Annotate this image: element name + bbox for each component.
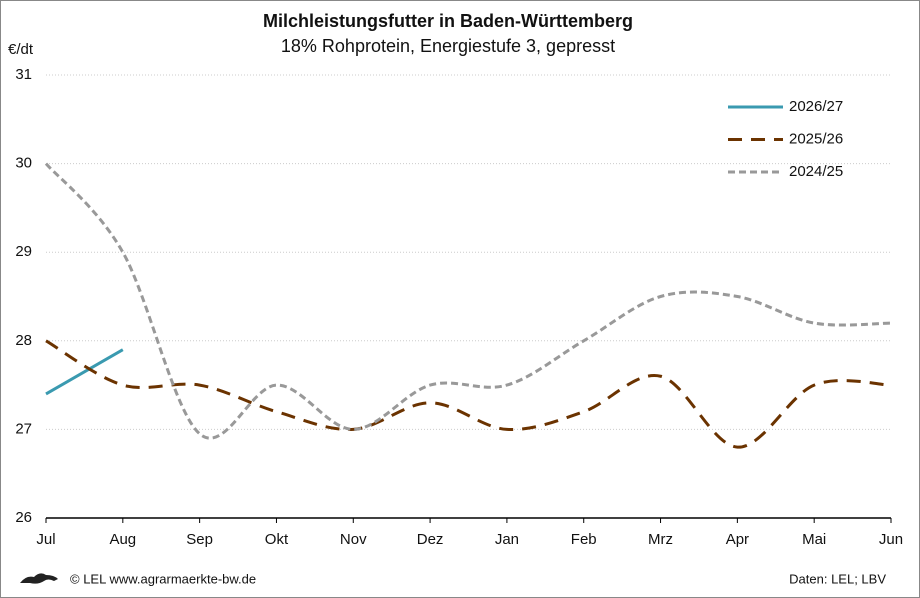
source-left: © LEL www.agrarmaerkte-bw.de bbox=[70, 571, 256, 586]
legend-label: 2024/25 bbox=[789, 163, 843, 180]
y-tick-label: 27 bbox=[15, 420, 32, 437]
y-tick-label: 29 bbox=[15, 243, 32, 260]
series-line bbox=[45, 339, 892, 449]
chart-subtitle: 18% Rohprotein, Energiestufe 3, gepresst bbox=[281, 36, 615, 56]
series-line bbox=[44, 162, 892, 440]
x-tick-label: Mrz bbox=[648, 531, 673, 548]
y-tick-label: 28 bbox=[15, 332, 32, 349]
series-line bbox=[45, 348, 124, 396]
source-right: Daten: LEL; LBV bbox=[789, 571, 886, 586]
x-tick-label: Aug bbox=[109, 531, 136, 548]
x-tick-label: Jan bbox=[495, 531, 519, 548]
x-tick-label: Mai bbox=[802, 531, 826, 548]
x-tick-label: Jun bbox=[879, 531, 903, 548]
x-tick-label: Jul bbox=[36, 531, 55, 548]
chart-title: Milchleistungsfutter in Baden-Württember… bbox=[263, 11, 633, 31]
logo bbox=[20, 573, 58, 584]
y-axis-label: €/dt bbox=[8, 41, 34, 58]
y-tick-label: 30 bbox=[15, 155, 32, 172]
x-tick-label: Sep bbox=[186, 531, 213, 548]
x-tick-label: Dez bbox=[417, 531, 444, 548]
y-tick-label: 26 bbox=[15, 509, 32, 526]
x-tick-label: Feb bbox=[571, 531, 597, 548]
x-tick-label: Apr bbox=[726, 531, 749, 548]
legend-label: 2026/27 bbox=[789, 98, 843, 115]
y-tick-label: 31 bbox=[15, 66, 32, 83]
legend-label: 2025/26 bbox=[789, 130, 843, 147]
x-tick-label: Okt bbox=[265, 531, 289, 548]
x-tick-label: Nov bbox=[340, 531, 367, 548]
